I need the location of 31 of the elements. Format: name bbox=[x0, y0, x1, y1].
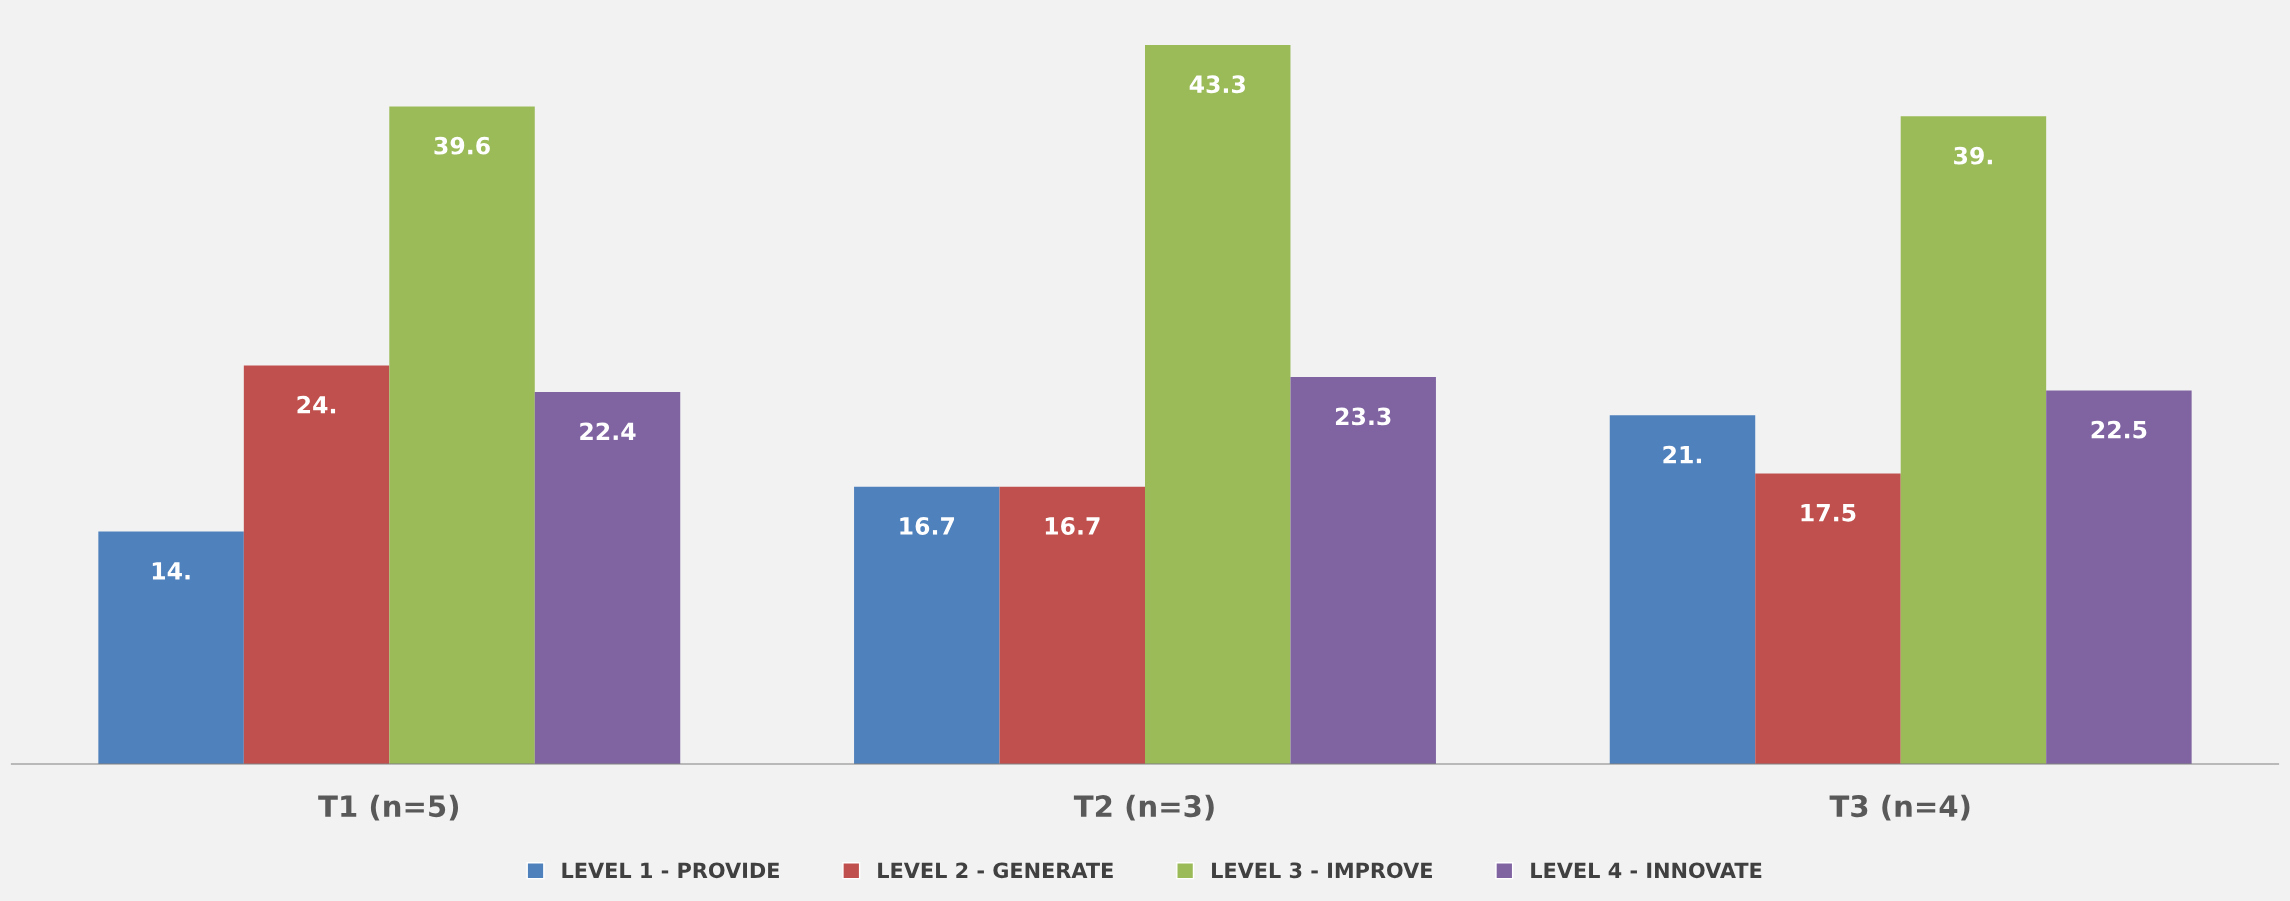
data-label: 23.3 bbox=[1335, 407, 1391, 426]
legend-label: LEVEL 1 - PROVIDE bbox=[562, 862, 779, 879]
legend-label: LEVEL 4 - INNOVATE bbox=[1531, 862, 1762, 879]
bar bbox=[1290, 377, 1436, 765]
legend-label: LEVEL 2 - GENERATE bbox=[878, 862, 1113, 879]
bar bbox=[854, 486, 1000, 765]
data-label: 16.7 bbox=[1045, 517, 1100, 535]
bar bbox=[534, 392, 681, 765]
bar bbox=[999, 486, 1145, 765]
legend-label: LEVEL 3 - IMPROVE bbox=[1212, 862, 1432, 879]
bar bbox=[1755, 473, 1901, 765]
bar bbox=[1145, 44, 1291, 765]
bar bbox=[98, 531, 244, 765]
bar bbox=[1900, 116, 2047, 765]
bar bbox=[1609, 415, 1756, 765]
bar bbox=[389, 106, 535, 765]
x-tick-label: T3 (n=4) bbox=[1829, 794, 1970, 821]
data-label: 16.7 bbox=[900, 517, 955, 535]
data-label: 39. bbox=[1954, 146, 1992, 165]
x-tick-label: T1 (n=5) bbox=[318, 794, 459, 821]
bar bbox=[2046, 390, 2192, 765]
bar bbox=[243, 365, 390, 765]
x-tick-label: T2 (n=3) bbox=[1073, 794, 1214, 821]
data-label: 21. bbox=[1663, 445, 1701, 464]
data-label: 22.4 bbox=[580, 422, 636, 440]
data-label: 43.3 bbox=[1189, 75, 1245, 94]
data-label: 14. bbox=[152, 562, 190, 580]
data-label: 24. bbox=[297, 395, 336, 414]
data-label: 39.6 bbox=[434, 136, 490, 155]
data-label: 22.5 bbox=[2091, 420, 2147, 439]
data-label: 17.5 bbox=[1801, 504, 1856, 522]
